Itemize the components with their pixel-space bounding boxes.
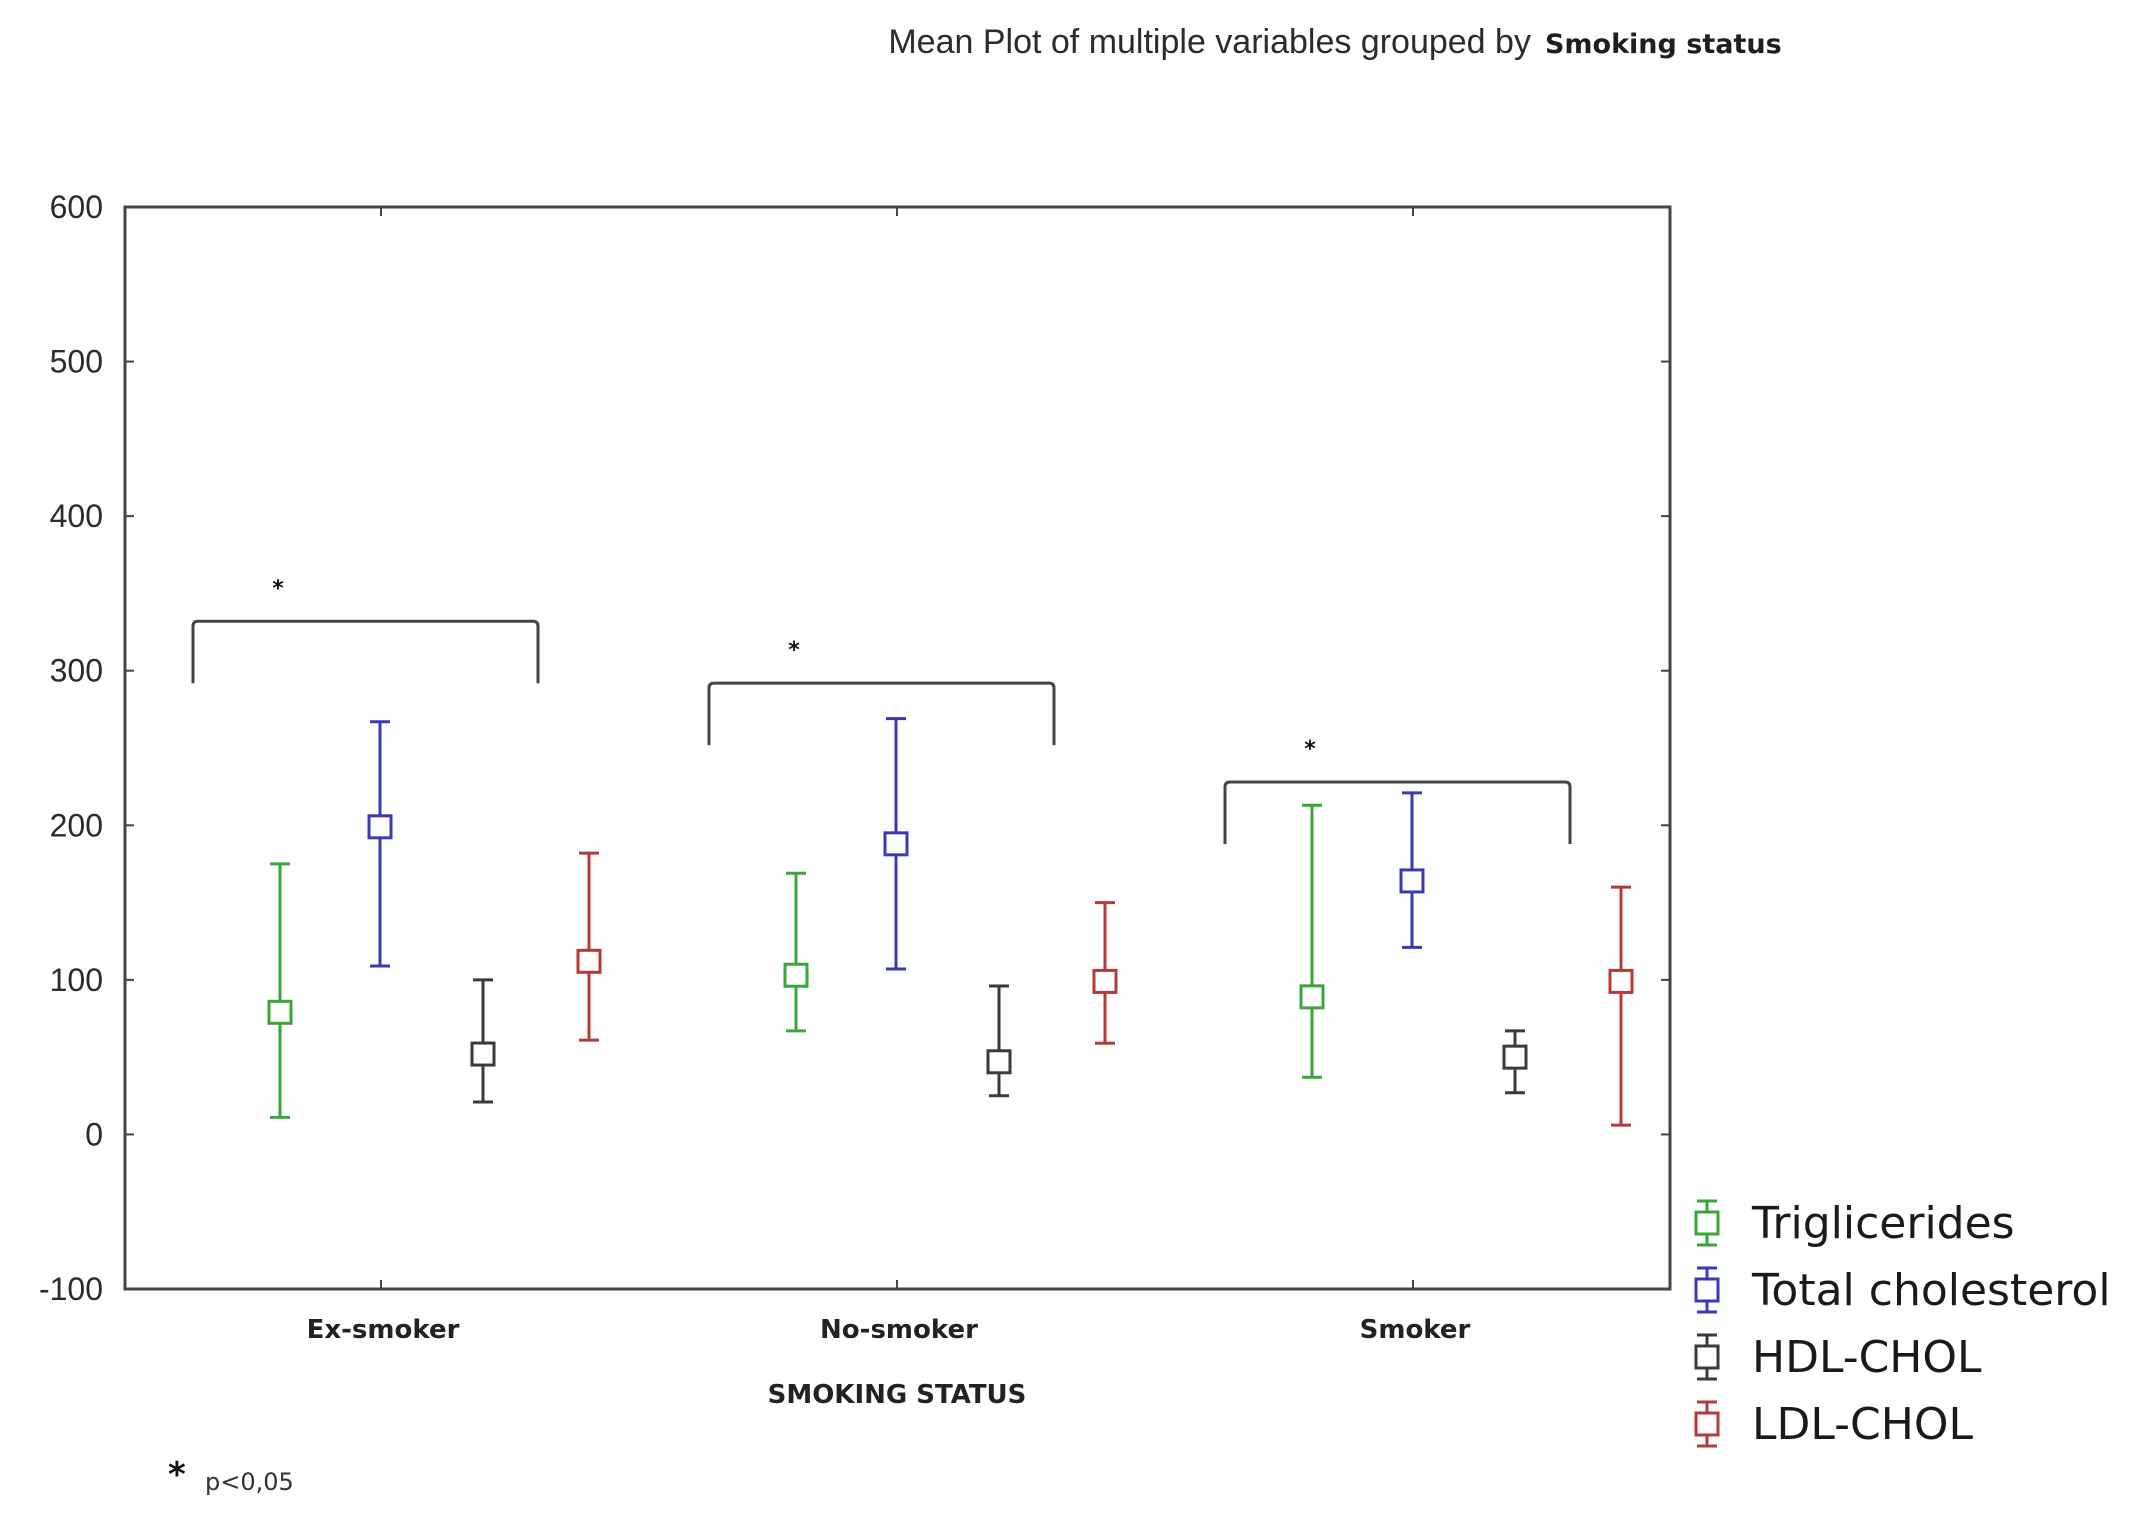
legend-item: LDL-CHOL [1694,1399,1973,1450]
legend-label: Triglicerides [1751,1198,2015,1249]
significance-marker: * [1304,737,1316,762]
x-axis-label: SMOKING STATUS [768,1380,1027,1410]
legend-item: Total cholesterol [1694,1265,2111,1316]
x-tick-label: Smoker [1360,1315,1471,1345]
y-tick-label: -100 [39,1271,103,1307]
mean-point [883,831,909,857]
chart-title-emphasis: Smoking status [1545,29,1782,60]
legend-label: HDL-CHOL [1752,1332,1982,1383]
y-tick-label: 600 [50,189,103,225]
legend-label: Total cholesterol [1751,1265,2111,1316]
mean-point [576,948,602,974]
y-tick-label: 0 [85,1116,103,1152]
legend-label: LDL-CHOL [1752,1399,1973,1450]
y-tick-label: 300 [50,653,103,689]
mean-point [1399,868,1425,894]
footnote-text: p<0,05 [205,1468,294,1496]
y-tick-label: 100 [50,962,103,998]
mean-point [783,962,809,988]
mean-point [470,1041,496,1067]
chart-title: Mean Plot of multiple variables grouped … [888,23,1781,61]
legend-item: Triglicerides [1694,1198,2015,1249]
x-axis: Ex-smoker No-smoker Smoker [307,207,1471,1345]
mean-point [1092,968,1118,994]
significance-bracket: * [191,576,540,684]
bracket-line [1223,780,1572,845]
series-layer [267,717,1634,1127]
legend: Triglicerides Total cholesterol HDL-CHOL LD… [1694,1198,2111,1450]
series-hdl-chol [470,978,1528,1104]
footnote: * p<0,05 [168,1455,294,1496]
series-triglicerides [267,803,1325,1119]
x-tick-label: Ex-smoker [307,1315,460,1345]
bracket-line [707,681,1056,746]
chart-title-main: Mean Plot of multiple variables grouped … [888,23,1531,61]
bracket-line [191,619,540,684]
legend-item: HDL-CHOL [1694,1332,1982,1383]
series-ldl-chol [576,851,1634,1127]
series-total-cholesterol [367,717,1425,971]
footnote-marker: * [168,1455,186,1495]
mean-point [367,814,393,840]
mean-point [1502,1044,1528,1070]
significance-bracket: * [1223,737,1572,845]
y-axis: -100 0 100 200 300 400 500 600 [39,189,1670,1307]
y-tick-label: 500 [50,344,103,380]
legend-swatch-marker [1694,1210,1720,1236]
significance-brackets: * * * [191,576,1572,845]
legend-swatch-marker [1694,1411,1720,1437]
significance-marker: * [272,576,284,601]
mean-point [267,999,293,1025]
legend-swatch-marker [1694,1277,1720,1303]
significance-bracket: * [707,638,1056,746]
significance-marker: * [788,638,800,663]
x-tick-label: No-smoker [820,1315,978,1345]
mean-point [1608,968,1634,994]
mean-point [1299,984,1325,1010]
mean-point [986,1049,1012,1075]
y-tick-label: 200 [50,807,103,843]
legend-swatch-marker [1694,1344,1720,1370]
y-tick-label: 400 [50,498,103,534]
